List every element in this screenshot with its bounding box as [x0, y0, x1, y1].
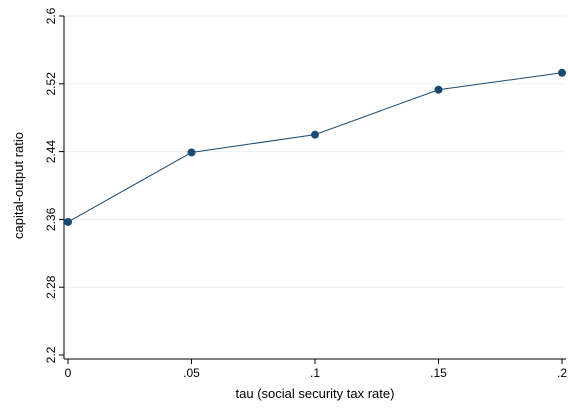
data-point	[311, 130, 319, 139]
data-point	[64, 217, 72, 226]
data-point	[187, 148, 196, 157]
y-tick-label: 2.28	[44, 275, 58, 299]
data-point	[434, 85, 443, 94]
y-axis-label: capital-output ratio	[11, 132, 26, 239]
x-axis-ticks: 0 .05 .1 .15 .2	[65, 359, 567, 380]
data-point	[558, 68, 566, 77]
y-tick-label: 2.2	[44, 346, 58, 363]
x-axis-label: tau (social security tax rate)	[236, 386, 395, 401]
y-tick-label: 2.36	[44, 207, 58, 231]
y-tick-label: 2.6	[44, 7, 58, 24]
y-axis-ticks: 2.2 2.28 2.36 2.44 2.52 2.6	[44, 7, 64, 363]
x-tick-label: .1	[310, 366, 320, 380]
series-points	[64, 68, 566, 226]
x-tick-label: .15	[430, 366, 447, 380]
y-tick-label: 2.44	[44, 140, 58, 164]
x-tick-label: .05	[183, 366, 200, 380]
x-tick-label: .2	[557, 366, 567, 380]
y-tick-label: 2.52	[44, 72, 58, 96]
x-tick-label: 0	[65, 366, 72, 380]
